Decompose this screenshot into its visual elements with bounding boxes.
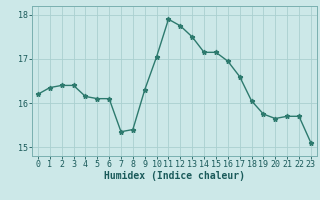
X-axis label: Humidex (Indice chaleur): Humidex (Indice chaleur)	[104, 171, 245, 181]
